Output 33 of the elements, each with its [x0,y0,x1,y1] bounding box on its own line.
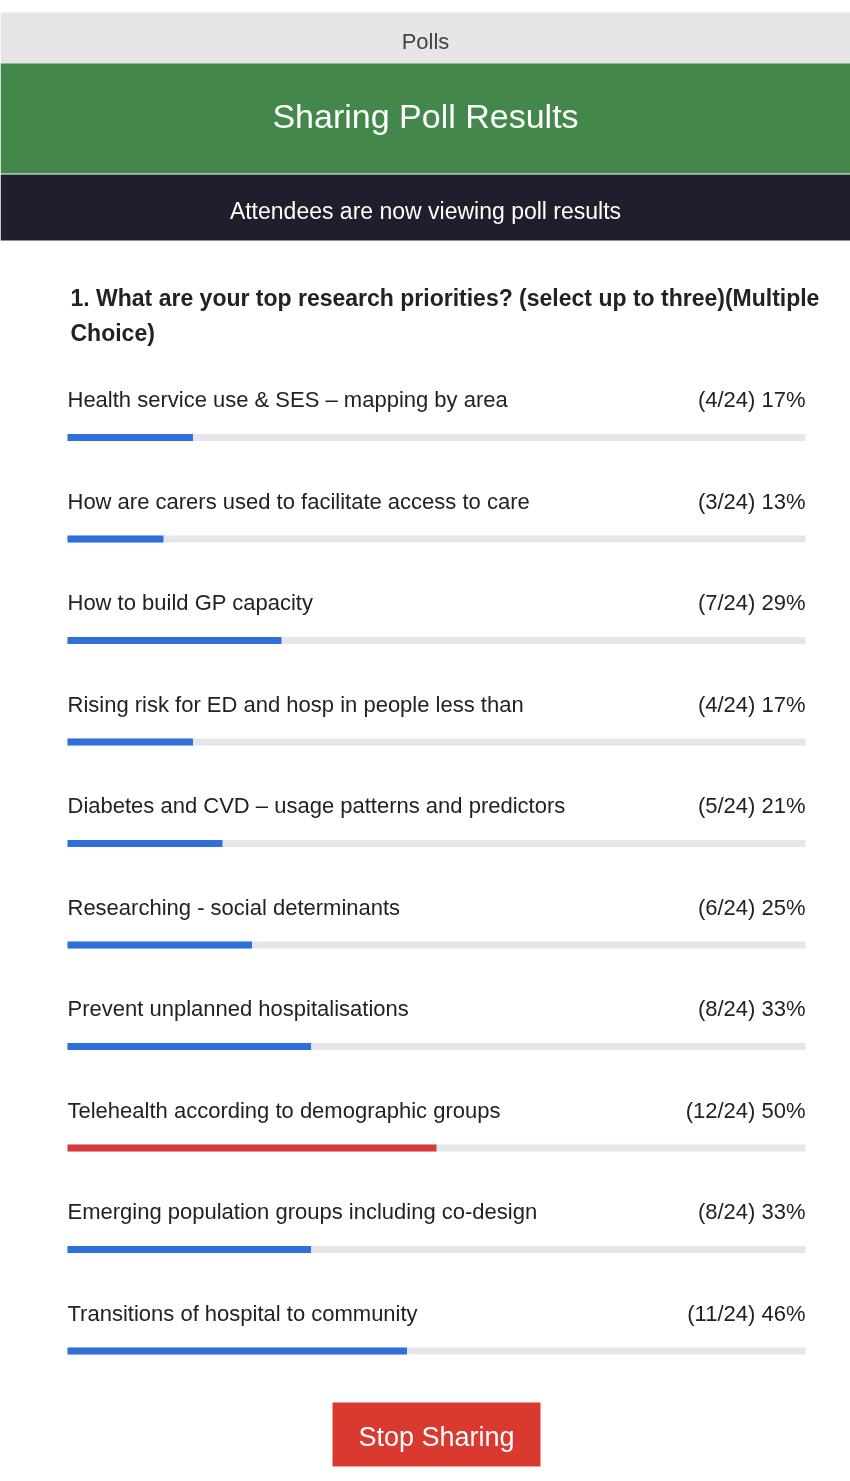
data-label: (7/24) 29% [697,590,806,615]
y-tick-label: Emerging population groups including co-design [67,1199,538,1224]
chart-title: Sharing Poll Results [272,96,579,135]
bar [67,434,193,441]
data-label: (5/24) 21% [697,793,806,818]
bar [67,941,252,949]
bar [67,840,223,847]
data-label: (4/24) 17% [697,387,806,412]
text: Stop Sharing [358,1421,515,1452]
y-tick-label: How to build GP capacity [67,590,313,615]
data-label: (11/24) 46% [687,1300,806,1326]
data-label: (3/24) 13% [697,488,806,514]
y-tick-label: Health service use & SES – mapping by area [67,387,509,412]
bar [67,535,164,543]
text: Polls [401,29,450,54]
chart-subtitle: Attendees are now viewing poll results [229,197,622,224]
data-label: (6/24) 25% [697,894,806,920]
bar [67,1246,312,1253]
bar [67,738,193,746]
y-tick-label: Researching - social determinants [67,894,401,920]
y-tick-label: Prevent unplanned hospitalisations [67,996,409,1021]
data-label: (8/24) 33% [697,996,806,1021]
y-tick-label: Rising risk for ED and hosp in people less than [67,691,524,717]
y-tick-label: Transitions of hospital to community [67,1300,418,1326]
data-label: (4/24) 17% [697,691,806,717]
data-label: (12/24) 50% [685,1097,806,1123]
bar [67,1043,312,1050]
y-tick-label: Diabetes and CVD – usage patterns and predictors [67,793,566,818]
y-tick-label: Telehealth according to demographic groups [67,1097,501,1123]
y-tick-label: How are carers used to facilitate access to care [67,488,530,514]
text: 1. What are your top research priorities? (select up to three)(Multiple Choice) [70,284,820,346]
data-label: (8/24) 33% [697,1199,806,1224]
bar [67,637,282,644]
